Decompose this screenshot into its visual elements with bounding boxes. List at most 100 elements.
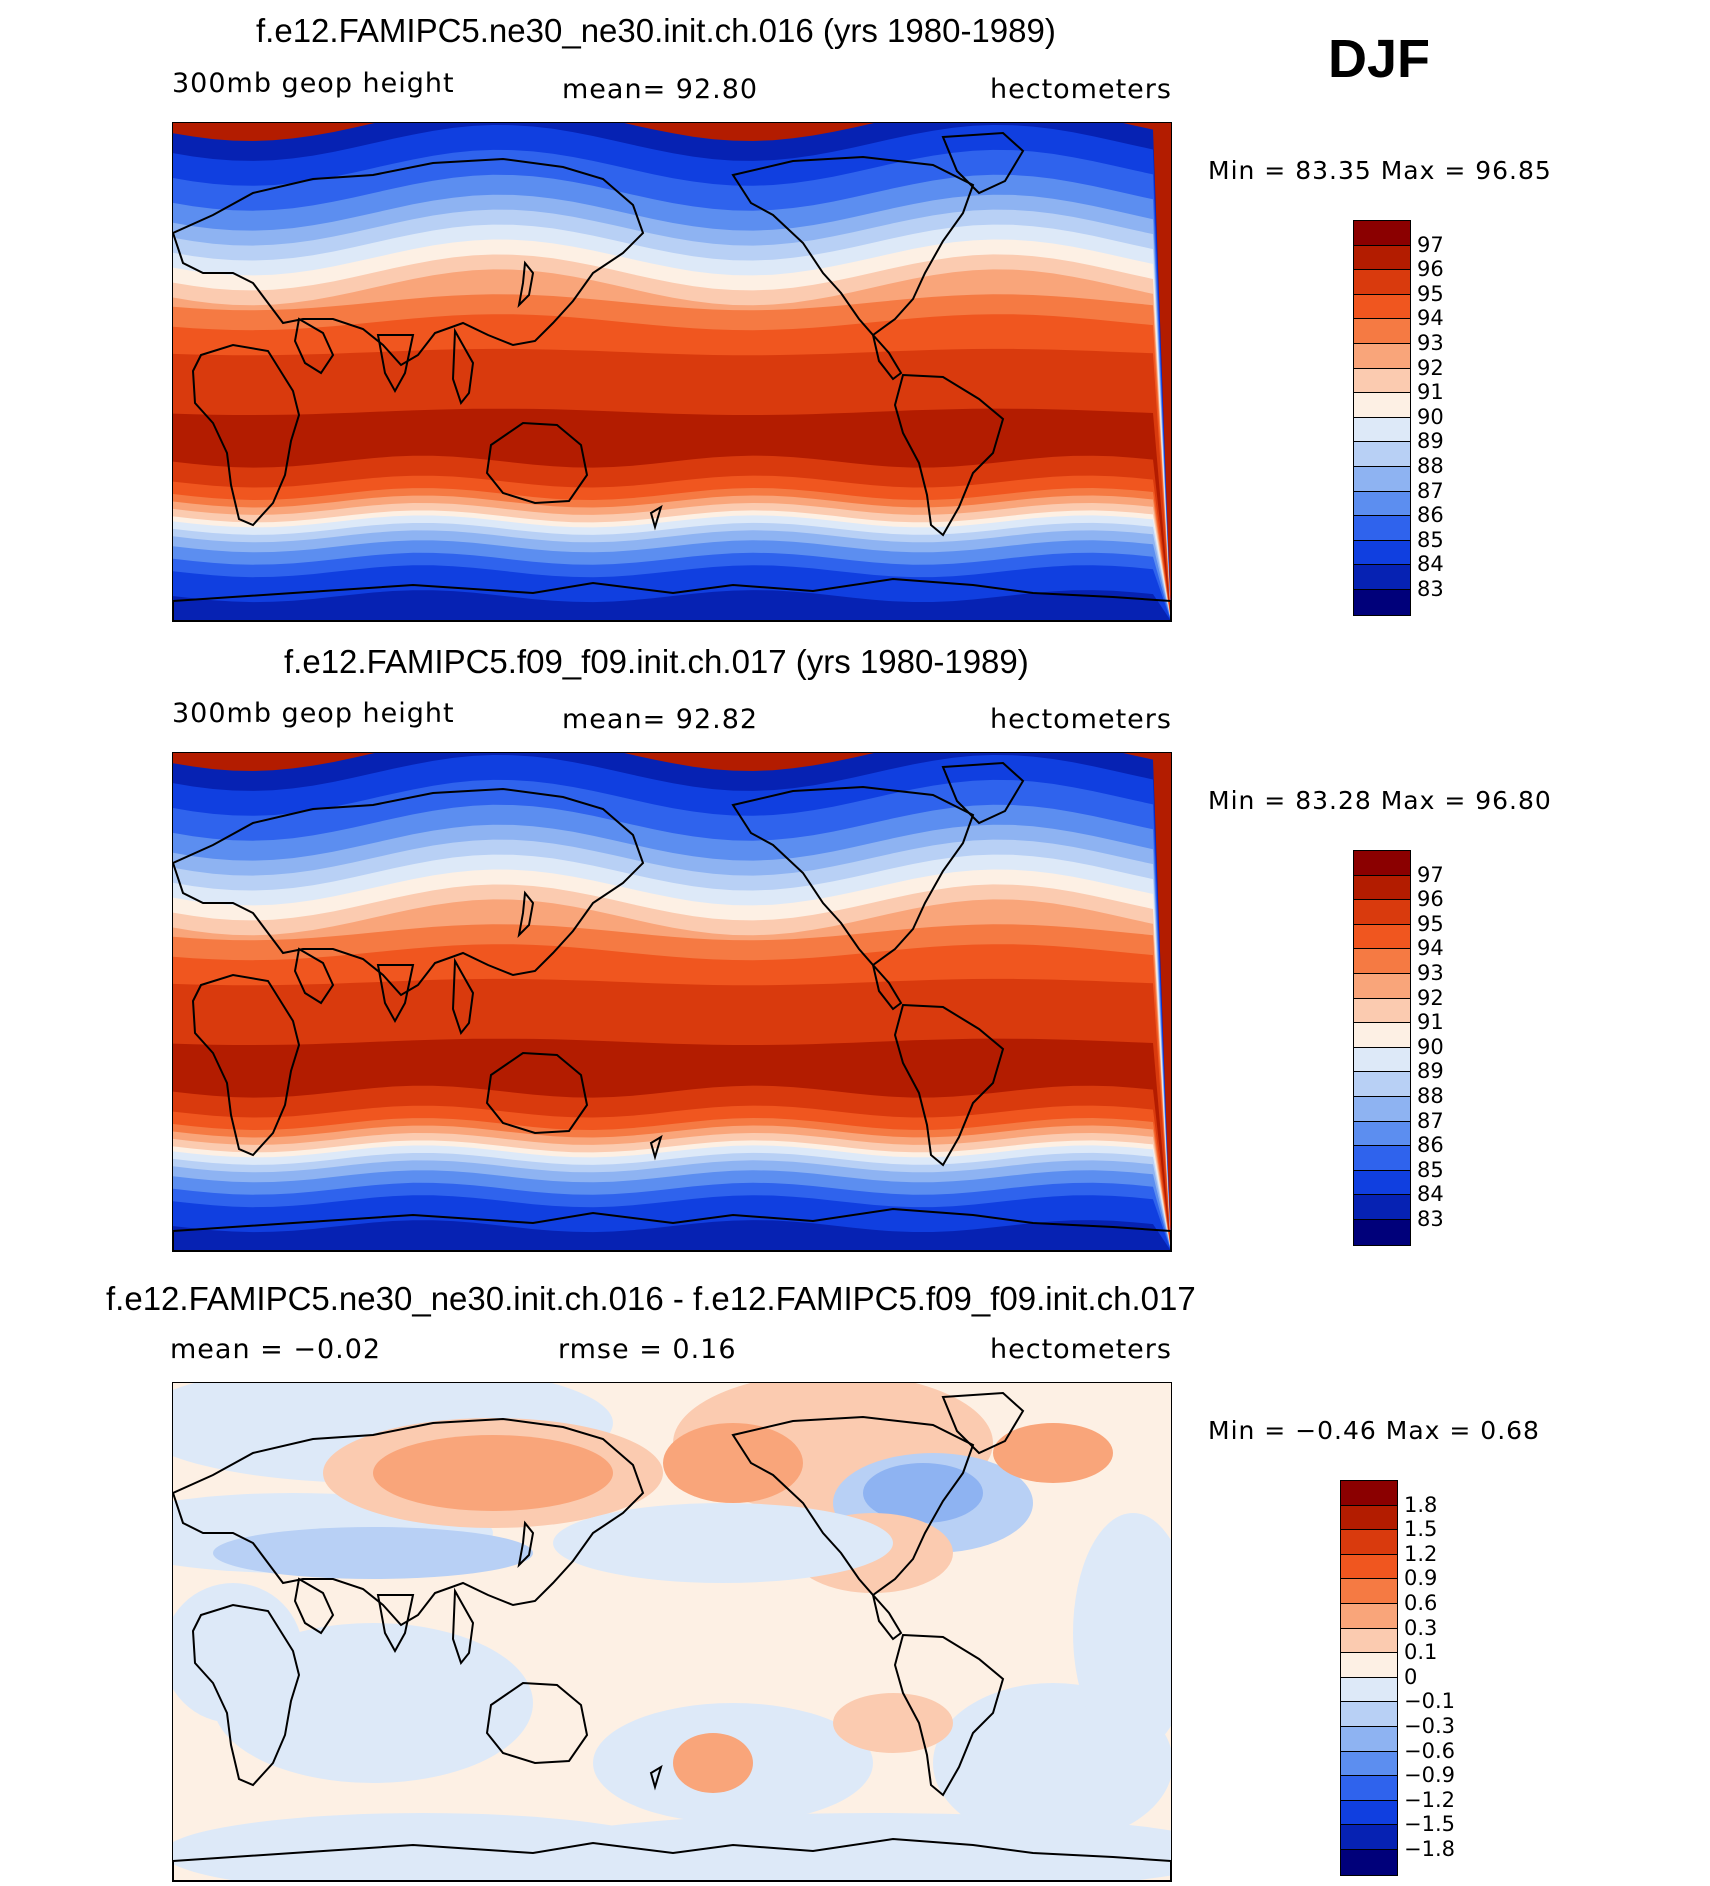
colorbar-tick-label: −1.5 bbox=[1404, 1812, 1455, 1837]
colorbar-swatch bbox=[1354, 221, 1410, 246]
colorbar-swatch bbox=[1341, 1554, 1397, 1580]
panel2-map bbox=[172, 752, 1172, 1252]
panel3-map bbox=[172, 1382, 1172, 1882]
colorbar-swatch bbox=[1354, 491, 1410, 517]
colorbar-tick-label: −1.2 bbox=[1404, 1787, 1455, 1812]
panel2-units-label: hectometers bbox=[990, 704, 1172, 735]
difference-contour bbox=[663, 1423, 803, 1503]
colorbar-swatch bbox=[1341, 1677, 1397, 1703]
colorbar-swatch bbox=[1341, 1653, 1397, 1678]
colorbar-swatch bbox=[1354, 1195, 1410, 1220]
colorbar-tick-label: 92 bbox=[1417, 355, 1444, 380]
colorbar-swatch bbox=[1354, 973, 1410, 999]
colorbar-swatch bbox=[1354, 1096, 1410, 1122]
colorbar-swatch bbox=[1341, 1800, 1397, 1826]
colorbar-tick-label: 84 bbox=[1417, 1182, 1444, 1207]
height-band bbox=[173, 1220, 1171, 1251]
colorbar-tick-label: 0.9 bbox=[1404, 1566, 1438, 1591]
colorbar-tick-label: 97 bbox=[1417, 862, 1444, 887]
colorbar-tick-label: −1.8 bbox=[1404, 1837, 1455, 1861]
difference-contour bbox=[213, 1527, 533, 1579]
colorbar-swatch bbox=[1354, 1121, 1410, 1147]
colorbar-tick-label: 95 bbox=[1417, 281, 1444, 306]
colorbar-swatch bbox=[1354, 565, 1410, 590]
colorbar-swatch bbox=[1354, 393, 1410, 418]
colorbar-tick-label: 0.3 bbox=[1404, 1615, 1438, 1640]
colorbar-tick-label: −0.6 bbox=[1404, 1738, 1455, 1763]
colorbar-tick-label: 93 bbox=[1417, 961, 1444, 985]
colorbar-swatch bbox=[1354, 900, 1410, 925]
panel1-variable-label: 300mb geop height bbox=[172, 68, 455, 99]
colorbar-tick-label: 88 bbox=[1417, 1084, 1444, 1108]
colorbar-swatch bbox=[1354, 368, 1410, 394]
colorbar-tick-label: 94 bbox=[1417, 936, 1444, 961]
colorbar-tick-label: 0.1 bbox=[1404, 1640, 1438, 1665]
colorbar-swatch bbox=[1354, 924, 1410, 950]
coastlines bbox=[173, 761, 1171, 1251]
coastlines bbox=[173, 131, 1171, 621]
colorbar-swatch bbox=[1354, 466, 1410, 492]
colorbar-tick-label: 83 bbox=[1417, 1207, 1444, 1231]
colorbar-swatch bbox=[1341, 1481, 1397, 1506]
colorbar-tick-label: 1.8 bbox=[1404, 1492, 1438, 1517]
difference-contour bbox=[673, 1733, 753, 1793]
colorbar-tick-label: 88 bbox=[1417, 454, 1444, 478]
colorbar-tick-label: 89 bbox=[1417, 1059, 1444, 1084]
colorbar-tick-label: 91 bbox=[1417, 380, 1444, 405]
panel2-colorbar bbox=[1353, 850, 1411, 1246]
panel3-rmse-label: rmse = 0.16 bbox=[558, 1334, 737, 1365]
panel3-units-label: hectometers bbox=[990, 1334, 1172, 1365]
colorbar-tick-label: 85 bbox=[1417, 1157, 1444, 1182]
panel1-map bbox=[172, 122, 1172, 622]
colorbar-swatch bbox=[1341, 1579, 1397, 1604]
colorbar-swatch bbox=[1341, 1628, 1397, 1654]
colorbar-swatch bbox=[1354, 245, 1410, 271]
colorbar-tick-label: 96 bbox=[1417, 887, 1444, 912]
colorbar-swatch bbox=[1354, 949, 1410, 974]
colorbar-swatch bbox=[1354, 540, 1410, 566]
panel3-colorbar bbox=[1340, 1480, 1398, 1876]
colorbar-swatch bbox=[1354, 851, 1410, 876]
colorbar-tick-label: 83 bbox=[1417, 577, 1444, 601]
colorbar-swatch bbox=[1354, 1047, 1410, 1073]
colorbar-tick-label: 96 bbox=[1417, 257, 1444, 282]
colorbar-tick-label: 91 bbox=[1417, 1010, 1444, 1035]
colorbar-tick-label: 86 bbox=[1417, 1133, 1444, 1158]
colorbar-tick-label: 86 bbox=[1417, 503, 1444, 528]
panel2-minmax: Min = 83.28 Max = 96.80 bbox=[1208, 786, 1552, 815]
panel2-variable-label: 300mb geop height bbox=[172, 698, 455, 729]
panel3-title: f.e12.FAMIPC5.ne30_ne30.init.ch.016 - f.… bbox=[106, 1280, 1196, 1317]
colorbar-tick-label: 90 bbox=[1417, 1034, 1444, 1059]
colorbar-swatch bbox=[1354, 1219, 1410, 1245]
colorbar-swatch bbox=[1354, 343, 1410, 369]
colorbar-swatch bbox=[1354, 1146, 1410, 1171]
panel2-mean-label: mean= 92.82 bbox=[562, 704, 759, 735]
colorbar-swatch bbox=[1354, 516, 1410, 541]
panel1-minmax: Min = 83.35 Max = 96.85 bbox=[1208, 156, 1552, 185]
colorbar-swatch bbox=[1341, 1849, 1397, 1875]
colorbar-swatch bbox=[1341, 1825, 1397, 1850]
colorbar-swatch bbox=[1341, 1751, 1397, 1777]
season-label: DJF bbox=[1328, 29, 1431, 89]
colorbar-tick-label: 97 bbox=[1417, 232, 1444, 257]
colorbar-tick-label: 90 bbox=[1417, 404, 1444, 429]
panel3-mean-label: mean = −0.02 bbox=[170, 1334, 382, 1365]
colorbar-tick-label: 92 bbox=[1417, 985, 1444, 1010]
colorbar-swatch bbox=[1354, 294, 1410, 320]
colorbar-swatch bbox=[1341, 1726, 1397, 1752]
colorbar-tick-label: −0.1 bbox=[1404, 1689, 1455, 1714]
difference-contour bbox=[373, 1435, 613, 1511]
colorbar-swatch bbox=[1354, 270, 1410, 295]
height-band bbox=[173, 590, 1171, 621]
colorbar-tick-label: −0.3 bbox=[1404, 1714, 1455, 1738]
colorbar-tick-label: 93 bbox=[1417, 331, 1444, 355]
colorbar-tick-label: 89 bbox=[1417, 429, 1444, 454]
colorbar-swatch bbox=[1341, 1530, 1397, 1555]
colorbar-tick-label: 0 bbox=[1404, 1664, 1418, 1689]
colorbar-tick-label: 1.5 bbox=[1404, 1517, 1438, 1542]
colorbar-swatch bbox=[1354, 1072, 1410, 1097]
colorbar-swatch bbox=[1354, 319, 1410, 344]
colorbar-tick-label: 94 bbox=[1417, 306, 1444, 331]
colorbar-swatch bbox=[1354, 875, 1410, 901]
colorbar-tick-label: 87 bbox=[1417, 1108, 1444, 1133]
